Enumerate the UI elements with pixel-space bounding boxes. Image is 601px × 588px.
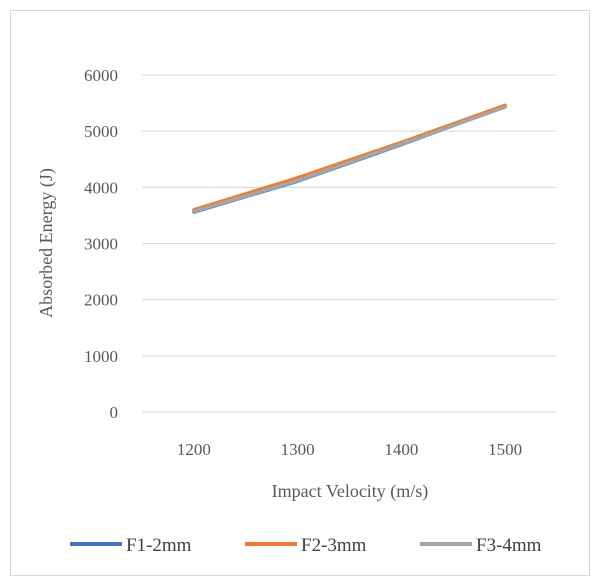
y-tick-label: 3000 bbox=[84, 235, 118, 254]
y-tick-label: 1000 bbox=[84, 347, 118, 366]
x-tick-label: 1500 bbox=[488, 440, 522, 459]
chart-frame bbox=[10, 10, 590, 576]
x-tick-label: 1400 bbox=[384, 440, 418, 459]
series-line-2 bbox=[192, 103, 507, 212]
x-axis-title: Impact Velocity (m/s) bbox=[272, 481, 429, 502]
y-tick-label: 4000 bbox=[84, 178, 118, 197]
series-lines bbox=[192, 103, 507, 214]
y-tick-label: 5000 bbox=[84, 122, 118, 141]
y-axis-title: Absorbed Energy (J) bbox=[36, 168, 57, 318]
y-tick-label: 0 bbox=[110, 403, 119, 422]
legend: F1-2mm F2-3mm F3-4mm bbox=[70, 535, 542, 556]
gridlines bbox=[142, 74, 557, 413]
series-line-3 bbox=[192, 105, 507, 214]
legend-label-2: F2-3mm bbox=[301, 535, 367, 556]
legend-label-3: F3-4mm bbox=[476, 535, 542, 556]
y-tick-label: 6000 bbox=[84, 66, 118, 85]
x-tick-label: 1300 bbox=[281, 440, 315, 459]
legend-label-1: F1-2mm bbox=[126, 535, 192, 556]
x-tick-label: 1200 bbox=[177, 440, 211, 459]
x-tick-labels: 1200 1300 1400 1500 bbox=[177, 440, 522, 459]
y-tick-labels: 0 1000 2000 3000 4000 5000 6000 bbox=[84, 66, 118, 422]
y-tick-label: 2000 bbox=[84, 291, 118, 310]
